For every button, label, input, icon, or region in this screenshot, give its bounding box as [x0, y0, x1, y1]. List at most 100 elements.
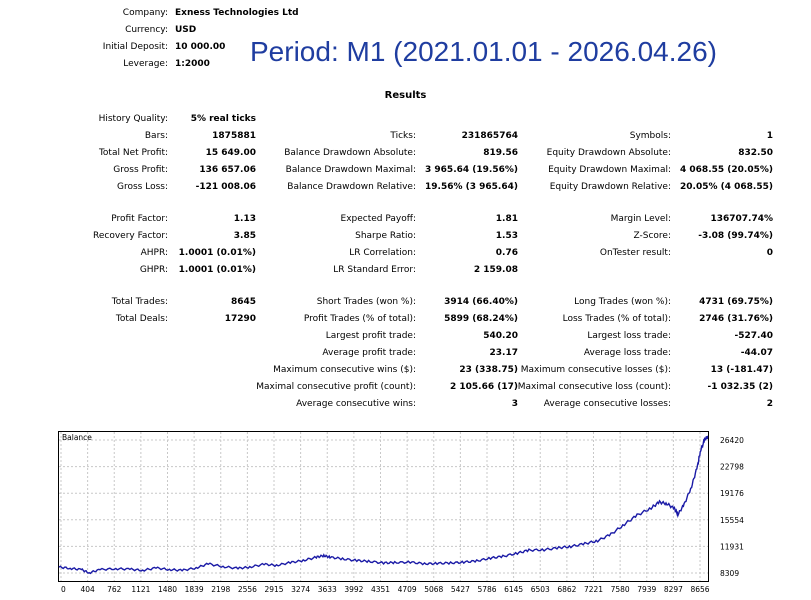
chart-title: Balance: [62, 433, 92, 442]
stat-value: -1 032.35 (2): [707, 382, 773, 392]
x-tick-label: 5427: [451, 585, 470, 594]
stat-value: 832.50: [738, 148, 773, 158]
initial-deposit-label: Initial Deposit:: [102, 42, 168, 52]
x-tick-label: 1480: [158, 585, 177, 594]
stat-label: Loss Trades (% of total):: [562, 314, 671, 324]
x-tick-label: 6862: [557, 585, 576, 594]
stat-value: 1.81: [495, 214, 518, 224]
stat-value: 136 657.06: [199, 165, 256, 175]
y-tick-label: 19176: [720, 489, 744, 498]
stat-value: 3 965.64 (19.56%): [425, 165, 518, 175]
stat-value: 0: [766, 248, 773, 258]
stat-label: Expected Payoff:: [340, 214, 416, 224]
stat-value: 17290: [224, 314, 256, 324]
x-tick-label: 404: [80, 585, 95, 594]
stat-label: Gross Profit:: [113, 165, 168, 175]
x-tick-label: 7580: [611, 585, 630, 594]
period-annotation: Period: M1 (2021.01.01 - 2026.04.26): [250, 36, 717, 67]
x-tick-label: 4709: [398, 585, 417, 594]
chart-plot-area: [58, 431, 709, 582]
stat-label: Total Trades:: [111, 297, 168, 307]
stat-label: Equity Drawdown Maximal:: [548, 165, 671, 175]
stat-label: Maximal consecutive profit (count):: [256, 382, 416, 392]
x-tick-label: 1121: [131, 585, 150, 594]
stat-value: 20.05% (4 068.55): [680, 182, 773, 192]
x-tick-label: 7221: [584, 585, 603, 594]
stat-label: Average profit trade:: [322, 348, 416, 358]
x-tick-label: 3633: [318, 585, 337, 594]
x-tick-label: 0: [61, 585, 66, 594]
stat-label: Equity Drawdown Absolute:: [546, 148, 671, 158]
stat-label: Short Trades (won %):: [316, 297, 416, 307]
stat-label: OnTester result:: [599, 248, 671, 258]
stat-label: Balance Drawdown Absolute:: [284, 148, 416, 158]
stat-label: Margin Level:: [610, 214, 671, 224]
currency-label: Currency:: [125, 25, 168, 35]
y-tick-label: 22798: [720, 463, 744, 472]
stat-label: Largest loss trade:: [587, 331, 671, 341]
leverage-value: 1:2000: [175, 59, 210, 69]
stat-label: GHPR:: [139, 265, 168, 275]
stat-value: -527.40: [734, 331, 773, 341]
stat-value: 23 (338.75): [459, 365, 518, 375]
stat-value: -121 008.06: [195, 182, 256, 192]
stat-label: Long Trades (won %):: [574, 297, 671, 307]
results-title: Results: [384, 90, 427, 101]
stat-label: AHPR:: [140, 248, 168, 258]
stat-label: Balance Drawdown Relative:: [287, 182, 416, 192]
company-value: Exness Technologies Ltd: [175, 8, 299, 18]
stat-value: 3.85: [233, 231, 256, 241]
stat-label: Equity Drawdown Relative:: [549, 182, 671, 192]
x-tick-label: 4351: [371, 585, 390, 594]
chart-grid: [59, 432, 708, 581]
x-tick-label: 2556: [238, 585, 257, 594]
stat-label: Total Net Profit:: [98, 148, 168, 158]
x-tick-label: 1839: [185, 585, 204, 594]
stat-label: History Quality:: [98, 114, 168, 124]
stat-value: 3: [511, 399, 518, 409]
stat-label: Total Deals:: [115, 314, 168, 324]
company-label: Company:: [122, 8, 168, 18]
stat-value: 13 (-181.47): [710, 365, 773, 375]
stat-label: Average consecutive losses:: [543, 399, 671, 409]
y-tick-label: 26420: [720, 436, 744, 445]
stat-label: Z-Score:: [633, 231, 672, 241]
stat-label: LR Standard Error:: [333, 265, 416, 275]
stat-value: 2746 (31.76%): [699, 314, 773, 324]
balance-chart: Balance 26420 22798 19176 15554 11931 8309 0 4…: [58, 431, 748, 596]
x-tick-label: 6503: [531, 585, 550, 594]
stat-value: 136707.74%: [710, 214, 773, 224]
x-tick-label: 8297: [664, 585, 683, 594]
stat-value: 19.56% (3 965.64): [425, 182, 518, 192]
stat-value: 1.13: [233, 214, 256, 224]
stat-value: 2: [766, 399, 773, 409]
stat-value: 4731 (69.75%): [699, 297, 773, 307]
x-tick-label: 3274: [291, 585, 310, 594]
stat-label: Sharpe Ratio:: [355, 231, 416, 241]
stat-value: 5899 (68.24%): [444, 314, 518, 324]
x-axis-ticks: 0 404 762 1121 1480 1839 2198 2556 2915 3274 3633 3…: [61, 585, 710, 594]
x-tick-label: 5786: [477, 585, 496, 594]
stat-label: Maximum consecutive losses ($):: [520, 365, 671, 375]
stat-value: 0.76: [495, 248, 518, 258]
stat-value: 8645: [230, 297, 256, 307]
stat-value: 1.0001 (0.01%): [178, 265, 256, 275]
stat-value: 819.56: [483, 148, 518, 158]
x-tick-label: 6145: [504, 585, 523, 594]
stat-label: Profit Trades (% of total):: [303, 314, 416, 324]
stat-value: 1875881: [212, 131, 256, 141]
balance-series-line: [58, 435, 709, 575]
stat-label: Balance Drawdown Maximal:: [285, 165, 416, 175]
stat-label: Ticks:: [390, 131, 416, 141]
x-tick-label: 3992: [344, 585, 363, 594]
y-axis-ticks: 26420 22798 19176 15554 11931 8309: [720, 436, 744, 578]
stat-value: 23.17: [489, 348, 518, 358]
x-tick-label: 5068: [424, 585, 443, 594]
stat-label: Recovery Factor:: [92, 231, 168, 241]
stat-value: 2 105.66 (17): [449, 382, 518, 392]
stat-value: 4 068.55 (20.05%): [680, 165, 773, 175]
balance-chart-svg: Balance 26420 22798 19176 15554 11931 8309 0 4…: [58, 431, 744, 594]
stat-value: 231865764: [461, 131, 518, 141]
stat-label: Bars:: [144, 131, 168, 141]
stat-value: -3.08 (99.74%): [698, 231, 773, 241]
